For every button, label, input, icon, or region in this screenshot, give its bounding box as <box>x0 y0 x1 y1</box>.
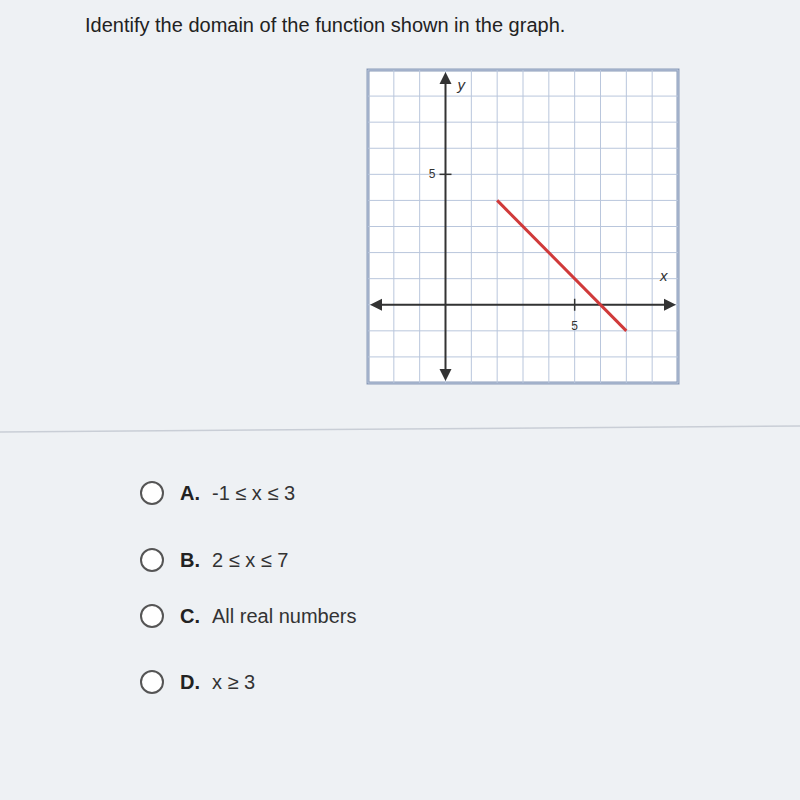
y-axis <box>445 76 447 377</box>
grid-line-y <box>368 252 678 253</box>
option-text[interactable]: All real numbers <box>212 605 357 627</box>
option-letter: A. <box>180 482 200 504</box>
radio-button[interactable] <box>141 549 163 571</box>
radio-button[interactable] <box>141 605 163 627</box>
grid-line-y <box>368 148 678 149</box>
option-letter: D. <box>180 671 200 693</box>
question: Identify the domain of the function show… <box>85 14 565 36</box>
grid-line-y <box>368 174 678 175</box>
arrow <box>440 72 452 84</box>
radio-button[interactable] <box>141 482 163 504</box>
grid-line-y <box>368 383 678 384</box>
grid-line-y <box>368 96 678 97</box>
x-tick-label: 5 <box>571 319 578 333</box>
y-axis-label: y <box>457 76 467 93</box>
grid-line-y <box>368 200 678 201</box>
y-tick <box>440 174 452 176</box>
option-text[interactable]: x ≥ 3 <box>212 671 255 693</box>
arrow <box>664 299 676 311</box>
grid-line-y <box>368 278 678 279</box>
arrow <box>370 299 382 311</box>
divider <box>0 426 800 432</box>
grid-line-x <box>445 70 446 383</box>
page: Identify the domain of the function show… <box>0 0 800 800</box>
function-line <box>497 200 626 330</box>
grid-line-y <box>368 70 678 71</box>
x-tick <box>574 299 576 311</box>
option-letter: B. <box>180 549 200 571</box>
graph: x y 5 5 <box>368 70 678 383</box>
grid-line-y <box>368 356 678 357</box>
option-text[interactable]: -1 ≤ x ≤ 3 <box>212 482 295 504</box>
grid-line-y <box>368 304 678 305</box>
y-tick-label: 5 <box>429 167 436 181</box>
option-letter: C. <box>180 605 200 627</box>
data-group <box>497 200 626 330</box>
background <box>0 0 800 800</box>
option-text[interactable]: 2 ≤ x ≤ 7 <box>212 549 288 571</box>
x-axis <box>374 304 672 306</box>
plot-frame <box>368 70 678 383</box>
arrow <box>440 369 452 381</box>
grid-line-y <box>368 122 678 123</box>
grid-line-y <box>368 330 678 331</box>
x-axis-label: x <box>659 267 668 284</box>
radio-button[interactable] <box>141 671 163 693</box>
